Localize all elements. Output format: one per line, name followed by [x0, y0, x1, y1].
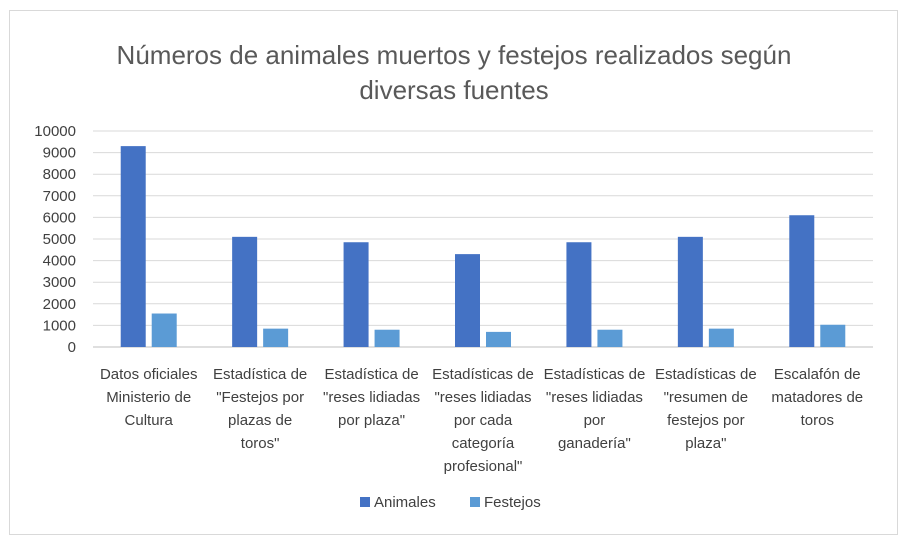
y-axis: 0 1000 2000 3000 4000 5000 6000 7000 8000 9000 100…	[34, 123, 76, 356]
x-category-label: toros"	[241, 435, 280, 452]
chart-title-line: diversas fuentes	[359, 75, 548, 105]
bar-festejos-5	[597, 329, 623, 347]
y-tick-label: 6000	[43, 209, 76, 226]
x-category-label: por	[584, 412, 606, 429]
legend-label-animales: Animales	[374, 494, 436, 511]
x-category-label: "reses lidiadas	[546, 389, 643, 406]
x-category-label: Estadística de	[213, 366, 307, 383]
chart-title: Números de animales muertos y festejos r…	[117, 40, 792, 105]
x-category-label: "Festejos por	[216, 389, 304, 406]
legend-label-festejos: Festejos	[484, 494, 541, 511]
gridlines	[93, 130, 873, 348]
bar-animales-4	[455, 254, 480, 347]
y-tick-label: 2000	[43, 296, 76, 313]
y-tick-label: 0	[68, 339, 76, 356]
x-category-label: "reses lidiadas	[434, 389, 531, 406]
bar-festejos-2	[263, 328, 289, 347]
y-tick-label: 8000	[43, 166, 76, 183]
bar-festejos-6	[708, 328, 734, 347]
x-category-label: toros	[801, 412, 834, 429]
y-tick-label: 9000	[43, 145, 76, 162]
x-category-label: "reses lidiadas	[323, 389, 420, 406]
x-category-label: Estadísticas de	[655, 366, 757, 383]
y-tick-label: 5000	[43, 231, 76, 248]
y-tick-label: 7000	[43, 188, 76, 205]
x-category-label: Estadísticas de	[544, 366, 646, 383]
chart-area: Números de animales muertos y festejos r…	[9, 10, 898, 535]
bar-animales-2	[232, 236, 258, 347]
y-tick-label: 3000	[43, 274, 76, 291]
legend-swatch-animales	[360, 497, 370, 507]
legend-swatch-festejos	[470, 497, 480, 507]
bars	[120, 146, 846, 347]
bar-festejos-3	[374, 329, 400, 347]
y-tick-label: 4000	[43, 253, 76, 270]
x-category-label: profesional"	[444, 458, 523, 475]
bar-animales-5	[566, 242, 592, 347]
x-category-label: Escalafón de	[774, 366, 861, 383]
x-category-label: categoría	[452, 435, 515, 452]
chart: Números de animales muertos y festejos r…	[34, 40, 873, 511]
bar-animales-7	[789, 215, 815, 347]
x-category-label: plazas de	[228, 412, 292, 429]
x-category-label: por cada	[454, 412, 513, 429]
bar-animales-6	[677, 236, 703, 347]
y-tick-label: 10000	[34, 123, 76, 140]
bar-festejos-7	[820, 324, 846, 347]
x-category-label: matadores de	[771, 389, 863, 406]
legend: Animales Festejos	[360, 494, 541, 511]
x-category-label: Estadísticas de	[432, 366, 534, 383]
x-category-label: plaza"	[685, 435, 726, 452]
bar-animales-3	[343, 242, 369, 347]
x-category-label: festejos por	[667, 412, 745, 429]
y-tick-label: 1000	[43, 317, 76, 334]
x-category-label: Datos oficiales	[100, 366, 198, 383]
x-category-label: ganadería"	[558, 435, 631, 452]
x-axis: Datos oficiales Ministerio de Cultura Estad…	[100, 366, 863, 475]
chart-title-line: Números de animales muertos y festejos r…	[117, 40, 792, 70]
x-category-label: Estadística de	[324, 366, 418, 383]
x-category-label: Ministerio de	[106, 389, 191, 406]
x-category-label: por plaza"	[338, 412, 405, 429]
bar-animales-1	[120, 146, 146, 347]
bar-festejos-4	[486, 331, 511, 347]
x-category-label: Cultura	[125, 412, 174, 429]
x-category-label: "resumen de	[664, 389, 749, 406]
bar-festejos-1	[151, 313, 177, 347]
